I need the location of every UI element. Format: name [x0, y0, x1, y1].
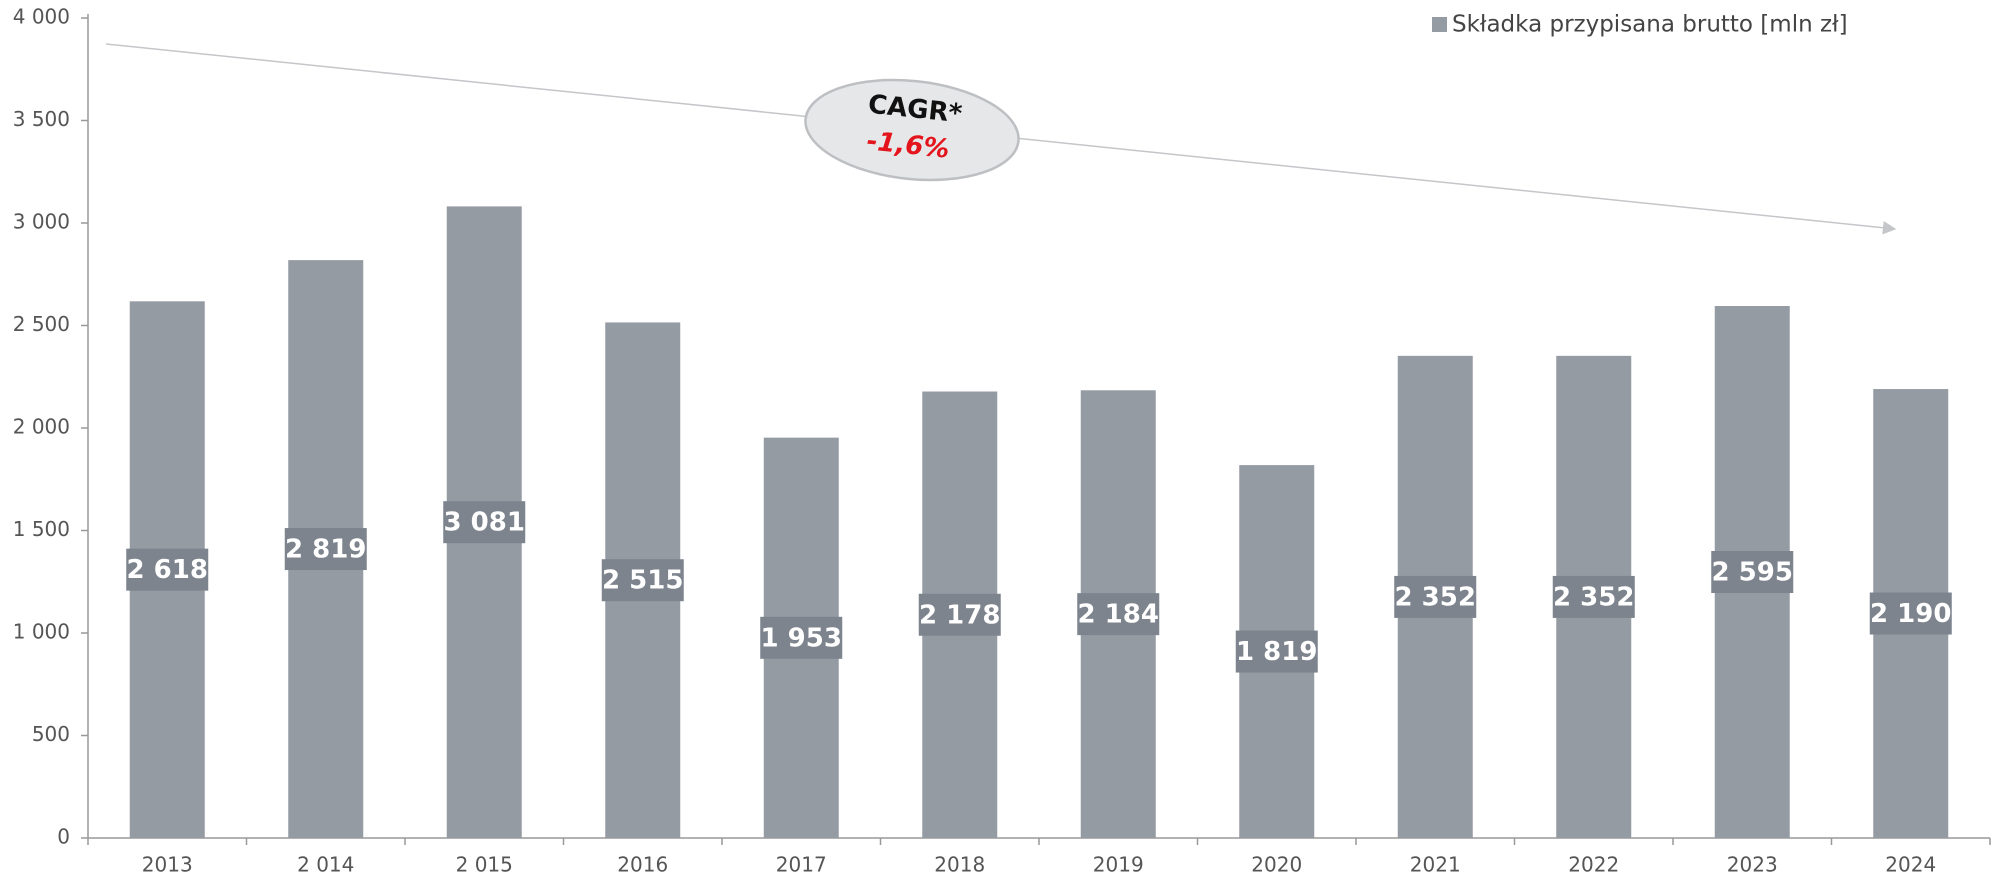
- value-label: 2 190: [1870, 599, 1951, 629]
- value-label: 2 618: [127, 555, 208, 585]
- y-tick-label: 2 500: [13, 312, 70, 336]
- x-tick-label: 2023: [1727, 853, 1778, 876]
- value-label-box: [1235, 630, 1318, 673]
- x-tick-label: 2 014: [297, 853, 354, 876]
- cagr-bubble: [804, 78, 1020, 182]
- x-tick-label: 2019: [1093, 853, 1144, 876]
- value-label: 1 953: [761, 623, 842, 653]
- value-label: 2 819: [285, 535, 366, 565]
- legend-label: Składka przypisana brutto [mln zł]: [1452, 12, 1848, 38]
- x-tick-label: 2016: [617, 853, 668, 876]
- value-label-box: [1552, 575, 1635, 618]
- value-label: 3 081: [444, 508, 525, 538]
- value-label-box: [1711, 551, 1794, 594]
- y-tick-label: 1 000: [13, 620, 70, 644]
- value-label: 2 515: [602, 566, 683, 596]
- value-label-box: [760, 616, 843, 659]
- y-tick-label: 2 000: [13, 415, 70, 439]
- x-tick-label: 2017: [776, 853, 827, 876]
- value-label: 2 352: [1553, 582, 1634, 612]
- value-label-box: [1869, 592, 1952, 635]
- value-label: 2 595: [1712, 558, 1793, 588]
- value-label: 2 352: [1395, 582, 1476, 612]
- legend-swatch: [1432, 17, 1447, 32]
- x-tick-label: 2024: [1885, 853, 1936, 876]
- y-tick-label: 3 000: [13, 210, 70, 234]
- y-tick-label: 3 500: [13, 107, 70, 131]
- x-tick-label: 2013: [142, 853, 193, 876]
- y-tick-label: 0: [57, 825, 70, 849]
- value-label: 2 184: [1078, 600, 1159, 630]
- x-tick-label: 2022: [1568, 853, 1619, 876]
- y-tick-label: 1 500: [13, 517, 70, 541]
- value-label-box: [918, 593, 1001, 636]
- x-tick-label: 2021: [1410, 853, 1461, 876]
- value-label-box: [126, 548, 209, 591]
- y-tick-label: 4 000: [13, 5, 70, 29]
- value-label-box: [443, 501, 526, 544]
- x-tick-label: 2 015: [456, 853, 513, 876]
- value-label: 2 178: [919, 600, 1000, 630]
- x-tick-label: 2018: [934, 853, 985, 876]
- value-label-box: [601, 559, 684, 602]
- value-label: 1 819: [1236, 637, 1317, 667]
- value-label-box: [1077, 593, 1160, 636]
- y-tick-label: 500: [32, 722, 70, 746]
- value-label-box: [284, 528, 367, 571]
- value-label-box: [1394, 575, 1477, 618]
- x-tick-label: 2020: [1251, 853, 1302, 876]
